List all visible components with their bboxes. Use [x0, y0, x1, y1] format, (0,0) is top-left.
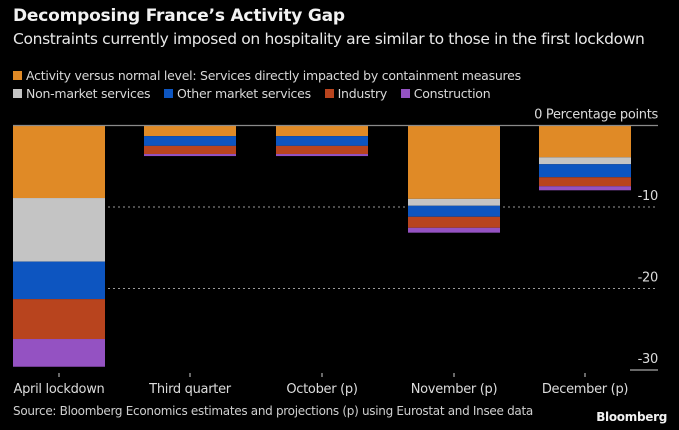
xtick-label-october-p: October (p)	[286, 382, 357, 397]
xtick-label-third-quarter: Third quarter	[148, 382, 232, 397]
bar-segment-third-quarter-industry	[144, 145, 236, 155]
axes: 0 Percentage points -10 -20 -30 April lockdo…	[13, 108, 659, 397]
bar-stack-october-p	[276, 125, 368, 157]
bar-segment-october-p-other-market-services	[276, 136, 368, 146]
bar-segment-april-lockdown-other-market-services	[13, 261, 105, 300]
legend-item-non-market: Non-market services	[13, 86, 151, 101]
bar-stack-november-p	[408, 125, 500, 233]
bar-segment-december-p-non-market-services	[539, 157, 631, 165]
legend-row-1: Activity versus normal level: Services d…	[13, 68, 531, 83]
bar-stack-april-lockdown	[13, 125, 105, 367]
legend-item-services-impacted: Activity versus normal level: Services d…	[13, 68, 521, 83]
bar-stack-third-quarter	[144, 125, 236, 157]
bar-segment-october-p-industry	[276, 145, 368, 155]
bar-segment-third-quarter-services-directly-impacted-by-containment-measures	[144, 125, 236, 137]
legend-swatch-construction	[400, 89, 410, 98]
xtick-label-december-p: December (p)	[542, 382, 628, 397]
bar-segment-december-p-industry	[539, 177, 631, 187]
legend-label-non-market: Non-market services	[26, 86, 151, 101]
ytick-label-30: -30	[638, 352, 658, 367]
legend-swatch-non-market	[13, 89, 22, 98]
legend-swatch-industry	[324, 89, 334, 98]
bar-segment-april-lockdown-non-market-services	[13, 198, 105, 262]
ytick-label-10: -10	[638, 189, 658, 204]
chart-title: Decomposing France’s Activity Gap	[13, 6, 345, 26]
bar-segment-third-quarter-construction	[144, 154, 236, 157]
bar-segment-november-p-non-market-services	[408, 198, 500, 206]
bar-segment-october-p-services-directly-impacted-by-containment-measures	[276, 125, 368, 137]
bar-segment-october-p-construction	[276, 154, 368, 157]
bar-segment-november-p-industry	[408, 216, 500, 228]
ytick-label-20: -20	[638, 271, 658, 286]
bar-segment-april-lockdown-industry	[13, 299, 105, 340]
bar-segment-december-p-services-directly-impacted-by-containment-measures	[539, 125, 631, 158]
bar-segment-november-p-other-market-services	[408, 205, 500, 217]
chart-subtitle: Constraints currently imposed on hospita…	[13, 30, 645, 48]
legend-row-2: Non-market services Other market service…	[13, 86, 500, 101]
bar-segment-third-quarter-other-market-services	[144, 136, 236, 146]
ytick-label-0: 0 Percentage points	[534, 108, 658, 123]
legend-swatch-services-impacted	[13, 71, 22, 80]
legend-swatch-other-market	[164, 89, 174, 98]
bar-segment-april-lockdown-services-directly-impacted-by-containment-measures	[13, 125, 105, 199]
legend-label-industry: Industry	[337, 86, 388, 101]
xtick-label-november-p: November (p)	[411, 382, 498, 397]
source-note: Source: Bloomberg Economics estimates an…	[13, 404, 533, 418]
bar-segment-april-lockdown-construction	[13, 339, 105, 367]
bar-segment-november-p-construction	[408, 227, 500, 233]
bloomberg-logo: Bloomberg	[596, 410, 667, 424]
bar-segment-november-p-services-directly-impacted-by-containment-measures	[408, 125, 500, 199]
legend-label-services-impacted: Activity versus normal level: Services d…	[26, 68, 521, 83]
xtick-label-april-lockdown: April lockdown	[14, 382, 105, 397]
bars	[13, 125, 631, 367]
legend-item-other-market: Other market services	[164, 86, 311, 101]
legend-item-industry: Industry	[324, 86, 388, 101]
legend-label-other-market: Other market services	[177, 86, 311, 101]
bar-segment-december-p-construction	[539, 186, 631, 191]
bar-stack-december-p	[539, 125, 631, 191]
legend-label-construction: Construction	[413, 86, 491, 101]
gridlines	[13, 206, 658, 289]
legend-item-construction: Construction	[400, 86, 491, 101]
bar-segment-december-p-other-market-services	[539, 164, 631, 178]
